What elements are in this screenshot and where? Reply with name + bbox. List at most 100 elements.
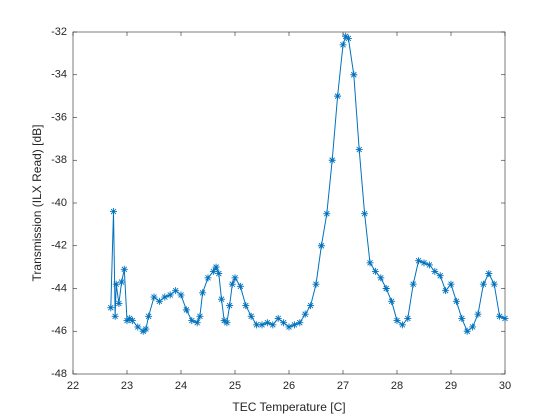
data-point [172, 287, 180, 295]
data-point [382, 285, 390, 292]
data-point [228, 280, 236, 288]
data-point [274, 314, 282, 322]
data-point [371, 267, 379, 275]
data-point [452, 297, 460, 305]
data-point [323, 210, 331, 218]
data-point [161, 293, 169, 301]
data-point [134, 323, 142, 331]
data-point [150, 293, 158, 301]
data-point [112, 280, 120, 288]
data-point [447, 280, 455, 288]
data-point [377, 274, 385, 282]
data-point [269, 321, 277, 329]
data-point [361, 210, 369, 218]
data-point [196, 312, 204, 320]
data-point [479, 280, 487, 288]
data-point [263, 319, 271, 327]
y-tick-label: -32 [51, 26, 67, 38]
data-point [218, 295, 225, 303]
y-axis-label: Transmission (ILX Read) [dB] [30, 125, 44, 282]
data-point [285, 323, 293, 331]
data-point [366, 259, 374, 267]
data-point [409, 280, 417, 288]
data-point [111, 312, 119, 320]
data-point [490, 280, 498, 288]
data-point [398, 321, 406, 329]
data-point [182, 306, 190, 314]
data-point [388, 297, 396, 305]
data-point [212, 263, 220, 271]
data-point [355, 146, 363, 154]
data-point [312, 280, 320, 288]
data-point [280, 319, 288, 327]
data-point [231, 274, 239, 282]
data-point [155, 297, 163, 305]
data-point [317, 242, 325, 250]
data-point [425, 261, 433, 269]
data-point [128, 317, 136, 325]
data-point [474, 310, 482, 318]
data-point [393, 317, 401, 325]
data-point [404, 314, 412, 322]
data-point [199, 289, 207, 297]
data-point [458, 314, 466, 322]
y-tick-label: -34 [51, 69, 67, 81]
data-point [142, 325, 150, 333]
data-point [253, 321, 261, 329]
data-point [496, 312, 504, 320]
data-point [247, 312, 255, 320]
data-point [258, 321, 266, 329]
data-point [223, 319, 231, 327]
data-point [236, 282, 244, 290]
x-tick-label: 29 [445, 380, 457, 392]
y-tick-label: -48 [51, 368, 67, 380]
y-tick-label: -36 [51, 111, 67, 123]
data-point [350, 71, 358, 79]
data-point [215, 270, 223, 278]
plot-area [72, 31, 506, 375]
data-point [415, 257, 423, 265]
data-point [209, 267, 217, 275]
data-point [469, 323, 477, 331]
x-tick-label: 25 [229, 380, 241, 392]
x-tick-label: 28 [391, 380, 403, 392]
data-point [436, 272, 444, 280]
y-tick-label: -40 [51, 197, 67, 209]
data-point [442, 287, 450, 295]
data-point [120, 265, 128, 273]
x-tick-label: 22 [67, 380, 79, 392]
data-point [242, 302, 250, 310]
data-point [301, 310, 309, 318]
data-point [118, 278, 126, 286]
data-point [420, 259, 428, 267]
data-point [193, 319, 201, 327]
data-point [485, 270, 493, 278]
data-point [307, 302, 315, 310]
x-tick-label: 30 [499, 380, 511, 392]
data-point [334, 92, 342, 100]
y-tick-label: -44 [51, 282, 67, 294]
data-point [501, 314, 509, 322]
data-point [339, 41, 347, 49]
data-point [431, 267, 439, 275]
x-tick-label: 26 [283, 380, 295, 392]
data-point [463, 327, 471, 335]
data-point [290, 321, 298, 329]
x-tick-label: 27 [337, 380, 349, 392]
data-point [166, 291, 174, 299]
y-tick-label: -38 [51, 154, 67, 166]
data-point [204, 274, 212, 282]
data-point [226, 302, 234, 310]
data-point [110, 208, 117, 216]
x-tick-label: 23 [121, 380, 133, 392]
data-point [296, 319, 304, 327]
data-point [177, 291, 185, 299]
data-point [328, 156, 336, 164]
y-tick-label: -46 [51, 325, 67, 337]
x-axis-label: TEC Temperature [C] [232, 400, 345, 414]
x-tick-label: 24 [175, 380, 187, 392]
data-point [107, 304, 115, 312]
data-point [188, 317, 196, 325]
data-point [344, 34, 352, 42]
